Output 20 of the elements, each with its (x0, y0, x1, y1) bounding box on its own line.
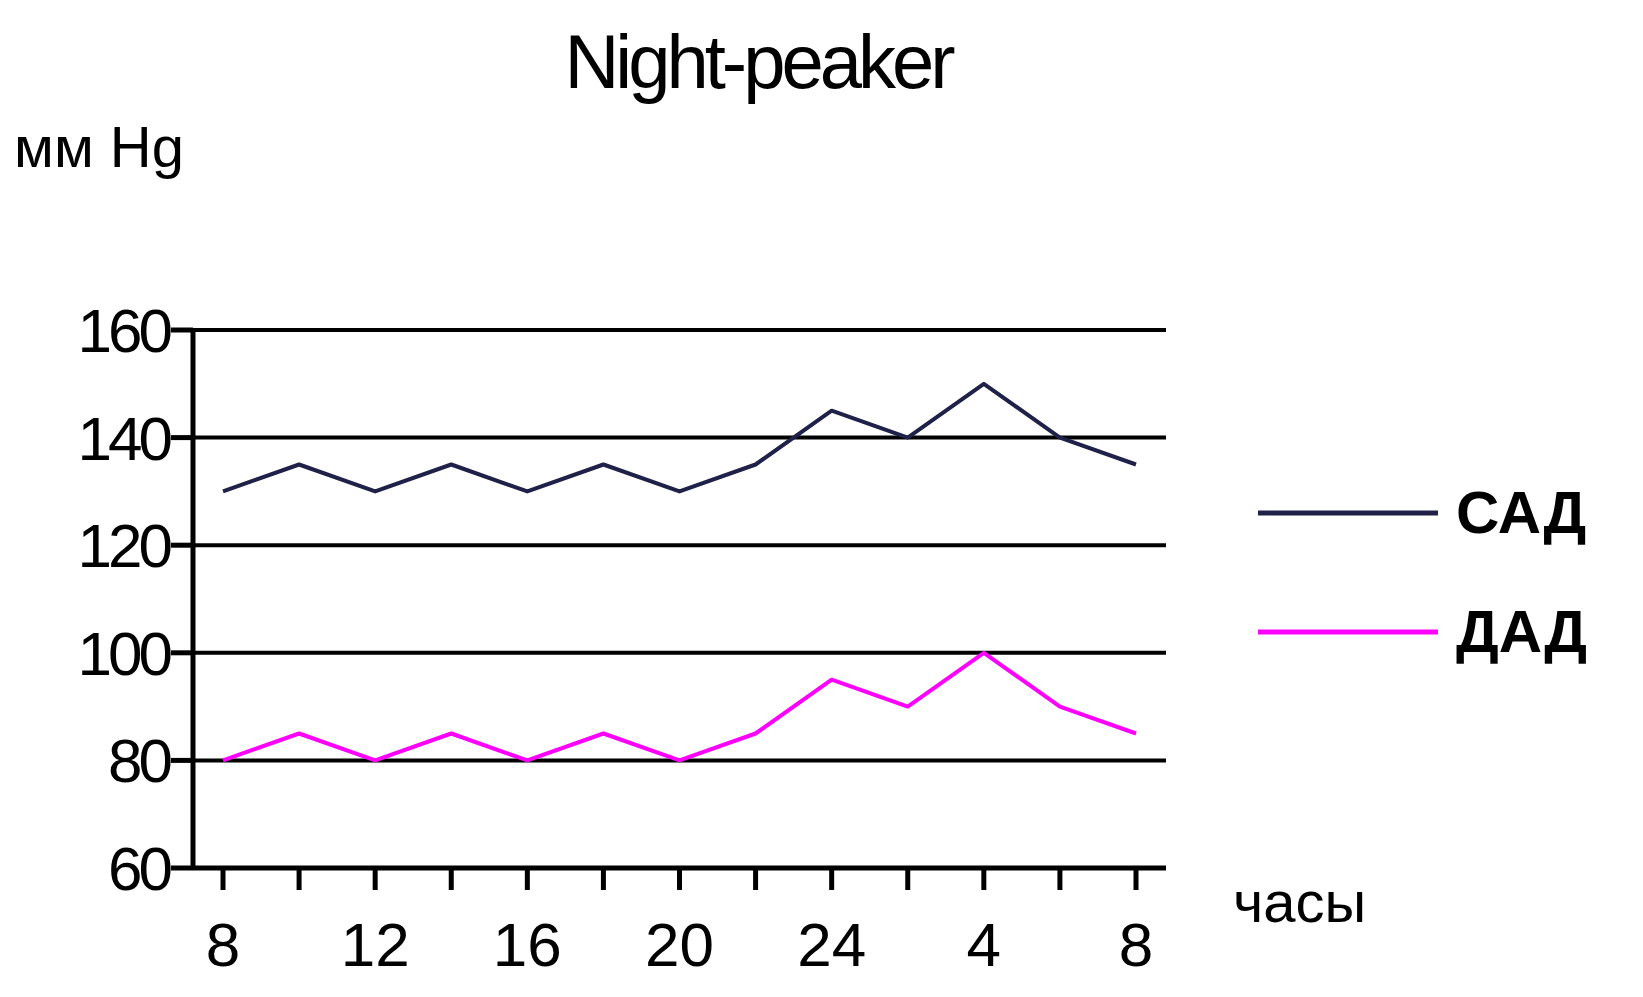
y-tick-label: 120 (77, 511, 172, 581)
x-tick-label: 16 (492, 910, 562, 980)
x-axis-title: часы (1233, 868, 1367, 935)
line-series (221, 381, 1138, 494)
x-tick-label: 24 (797, 910, 867, 980)
y-tick-label: 160 (77, 296, 172, 366)
legend-label: САД (1456, 478, 1587, 547)
x-tick-label: 8 (205, 910, 241, 980)
x-tick-label: 20 (645, 910, 714, 980)
x-tick-label: 8 (1118, 910, 1154, 980)
y-tick-label: 80 (108, 726, 172, 796)
y-axis-title: мм Hg (14, 113, 185, 180)
chart-title: Night-peaker (563, 18, 954, 105)
legend-label: ДАД (1456, 597, 1588, 666)
y-tick-label: 100 (77, 618, 172, 688)
y-tick-label: 60 (108, 834, 172, 904)
line-series (221, 650, 1138, 763)
x-tick-label: 12 (340, 910, 410, 980)
y-tick-label: 140 (77, 403, 172, 473)
x-tick-label: 4 (966, 910, 1002, 980)
